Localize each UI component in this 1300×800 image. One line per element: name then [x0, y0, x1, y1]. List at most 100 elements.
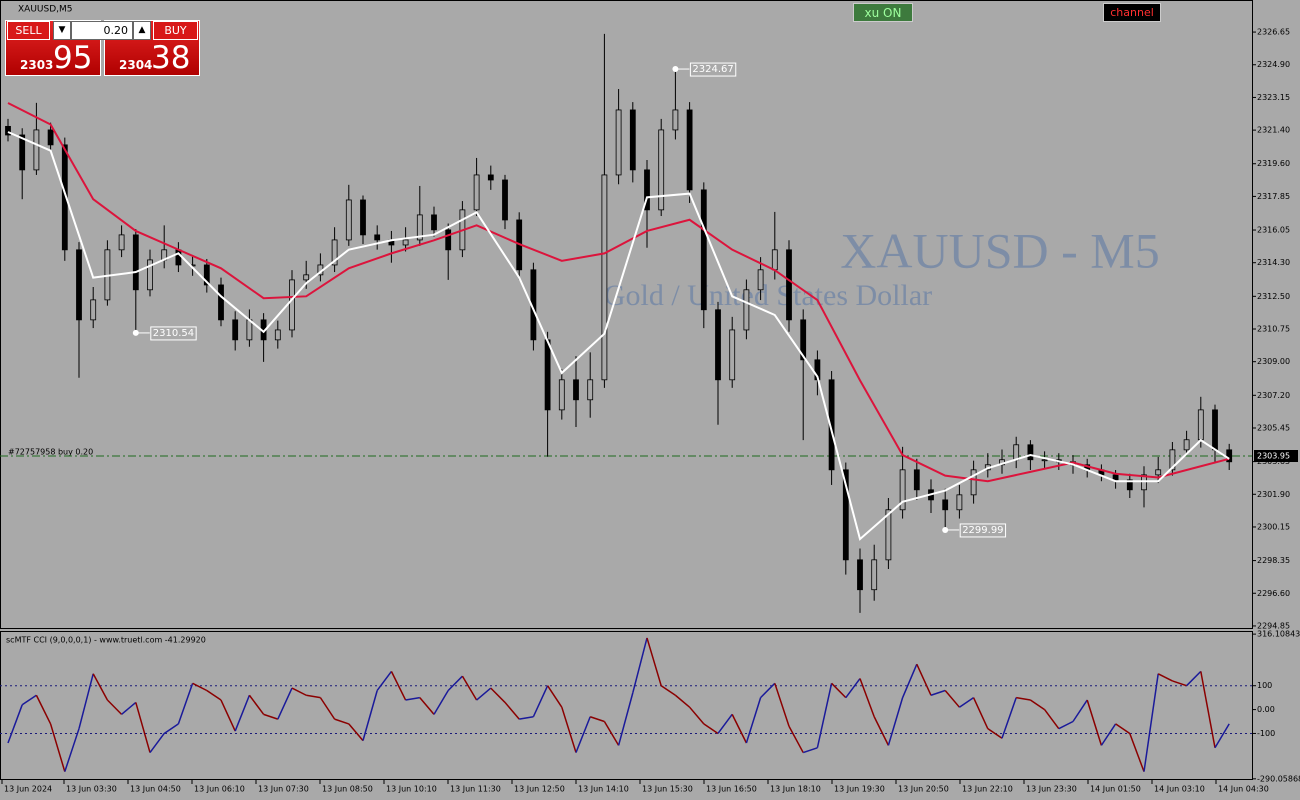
- cci-line: [390, 671, 407, 701]
- cci-line: [745, 697, 762, 744]
- cci-line: [319, 697, 336, 720]
- candle-body: [1141, 474, 1147, 491]
- annotation-label: 2299.99: [962, 525, 1003, 536]
- candle-body: [601, 174, 608, 381]
- sell-price-big: 2303: [20, 58, 54, 72]
- y-tick-label: 2309.00: [1257, 357, 1290, 366]
- x-tick-label: 13 Jun 06:10: [194, 785, 245, 794]
- y-tick-label: 2324.90: [1257, 60, 1290, 69]
- x-tick-label: 13 Jun 14:10: [578, 785, 629, 794]
- main-panel: [0, 0, 1253, 629]
- cci-line: [263, 713, 279, 720]
- cci-line: [575, 716, 591, 753]
- buy-price-big: 2304: [119, 58, 153, 72]
- candle-body: [1183, 439, 1190, 451]
- y-tick-label: 2294.85: [1257, 621, 1290, 630]
- cci-line: [760, 682, 776, 699]
- candle-body: [1226, 449, 1233, 463]
- candle-body: [33, 129, 40, 171]
- candle-body: [345, 199, 352, 241]
- cci-line: [816, 683, 833, 748]
- channel-button[interactable]: channel: [1103, 3, 1161, 22]
- lot-down[interactable]: ▼: [53, 21, 71, 40]
- y-tick-label: 2307.20: [1257, 391, 1290, 400]
- cci-line: [802, 747, 818, 754]
- candle-body: [218, 284, 224, 321]
- cci-line: [1072, 699, 1088, 722]
- candle-body: [913, 469, 920, 491]
- x-tick-label: 13 Jun 12:50: [514, 785, 565, 794]
- cci-line: [248, 694, 265, 715]
- cci-line: [291, 687, 307, 696]
- y-tick-label: 2319.60: [1257, 159, 1290, 168]
- x-tick-label: 13 Jun 10:10: [386, 785, 437, 794]
- xu-button[interactable]: xu ON: [853, 3, 913, 22]
- candle-body: [587, 379, 594, 401]
- x-tick-label: 13 Jun 03:30: [66, 785, 117, 794]
- cci-line: [1214, 723, 1230, 749]
- cci-line: [1100, 723, 1117, 746]
- cci-line: [192, 682, 208, 692]
- lot-input[interactable]: 0.20: [71, 21, 133, 40]
- candle-body: [942, 499, 949, 511]
- lot-up[interactable]: ▲: [133, 21, 151, 40]
- cci-line: [78, 673, 94, 729]
- annotation-label: 2310.54: [153, 328, 194, 339]
- y-tick-label: 2326.65: [1257, 28, 1290, 37]
- cci-panel: [0, 631, 1253, 780]
- candle-body: [1212, 409, 1218, 451]
- y-tick-label: 2310.75: [1257, 325, 1290, 334]
- cci-line: [1043, 709, 1060, 730]
- cci-line: [1086, 699, 1103, 746]
- y-tick-label: 2317.85: [1257, 192, 1290, 201]
- candle-body: [1197, 409, 1204, 441]
- cci-line: [703, 723, 719, 735]
- cci-line: [476, 687, 492, 701]
- candle-body: [672, 109, 679, 131]
- cci-line: [1200, 671, 1216, 748]
- cci-line: [92, 673, 109, 701]
- order-label: #72757958 buy 0.20: [8, 448, 93, 457]
- cci-line: [1115, 723, 1131, 735]
- candle-body: [374, 234, 381, 241]
- cci-line: [972, 697, 989, 729]
- x-tick-label: 13 Jun 2024: [4, 785, 52, 794]
- y-tick-label: 316.10843: [1257, 630, 1300, 639]
- x-tick-label: 13 Jun 19:30: [834, 785, 885, 794]
- x-tick-label: 13 Jun 08:50: [322, 785, 373, 794]
- y-tick-label: 2314.30: [1257, 258, 1290, 267]
- candle-body: [786, 249, 792, 321]
- cci-line: [21, 694, 37, 706]
- candle-body: [76, 249, 82, 321]
- candle-body: [1169, 449, 1176, 471]
- y-tick-label: 100: [1257, 681, 1272, 690]
- x-tick-label: 13 Jun 23:30: [1026, 785, 1077, 794]
- cci-line: [617, 692, 634, 746]
- buy-button[interactable]: BUY: [153, 21, 198, 40]
- cci-line: [306, 694, 321, 699]
- candle-body: [871, 559, 878, 591]
- cci-line: [1143, 673, 1159, 772]
- cci-line: [504, 701, 520, 720]
- candle-body: [842, 469, 849, 561]
- cci-line: [532, 685, 549, 718]
- cci-line: [35, 694, 52, 725]
- sell-button[interactable]: SELL: [7, 21, 50, 40]
- moving-average: [7, 131, 1230, 541]
- candle-body: [885, 509, 892, 561]
- cci-line: [660, 685, 676, 696]
- x-tick-label: 14 Jun 03:10: [1154, 785, 1205, 794]
- cci-line: [1129, 733, 1145, 772]
- candle-body: [743, 289, 750, 331]
- moving-average: [7, 102, 1230, 483]
- x-tick-label: 13 Jun 18:10: [770, 785, 821, 794]
- cci-line: [206, 689, 222, 701]
- candle-body: [715, 309, 721, 381]
- cci-line: [887, 697, 904, 746]
- cci-line: [916, 663, 932, 696]
- y-tick-label: 2301.90: [1257, 490, 1290, 499]
- x-tick-label: 13 Jun 16:50: [706, 785, 757, 794]
- cci-line: [774, 683, 790, 727]
- cci-line: [646, 637, 662, 686]
